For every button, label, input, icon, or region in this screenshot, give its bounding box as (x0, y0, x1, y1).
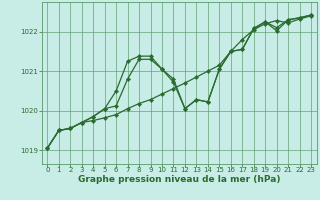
X-axis label: Graphe pression niveau de la mer (hPa): Graphe pression niveau de la mer (hPa) (78, 175, 280, 184)
